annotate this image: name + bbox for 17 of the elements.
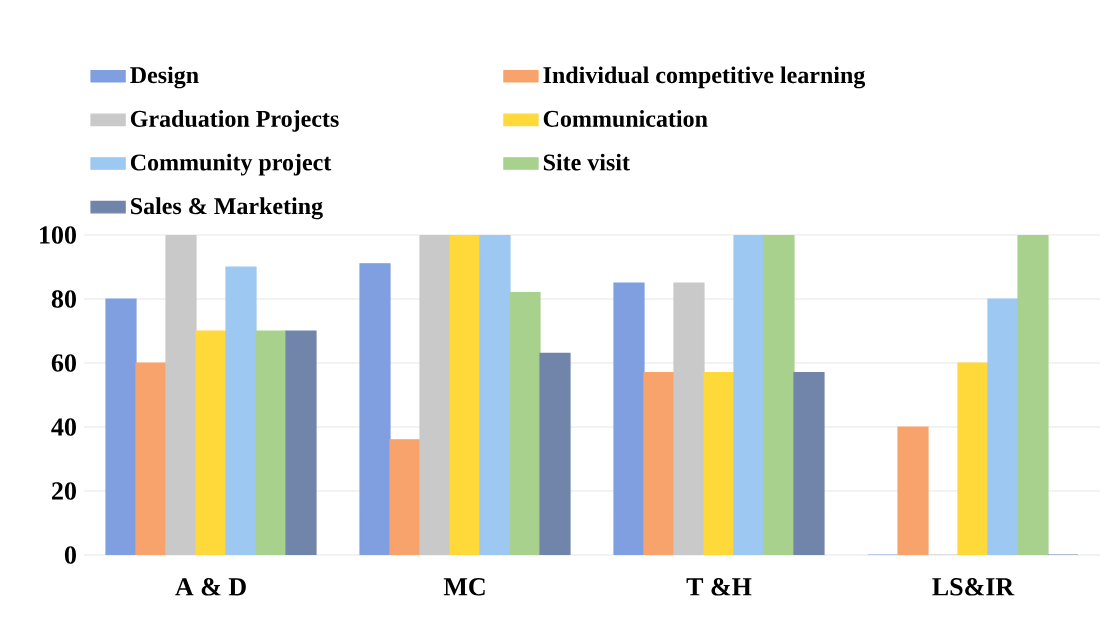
- y-tick-label: 80: [51, 290, 76, 308]
- y-tick-label: 40: [51, 418, 76, 436]
- y-tick-label: 0: [64, 546, 76, 564]
- legend-label: Sales & Marketing: [131, 197, 323, 220]
- x-tick-label: MC: [443, 578, 485, 596]
- x-tick-label: T &H: [686, 578, 752, 596]
- legend-label: Communication: [543, 110, 708, 127]
- legend-label: Design: [130, 66, 199, 89]
- legend-label: Graduation Projects: [130, 110, 339, 132]
- legend-label: Site visit: [543, 153, 630, 171]
- legend-label: Community project: [130, 153, 332, 176]
- y-tick-label: 60: [51, 354, 76, 372]
- y-tick-label: 20: [52, 482, 76, 500]
- x-tick-label: A & D: [175, 578, 246, 596]
- x-tick-label: LS&IR: [932, 578, 1015, 596]
- legend-label: Individual competitive learning: [543, 66, 866, 89]
- y-tick-label: 100: [40, 226, 76, 244]
